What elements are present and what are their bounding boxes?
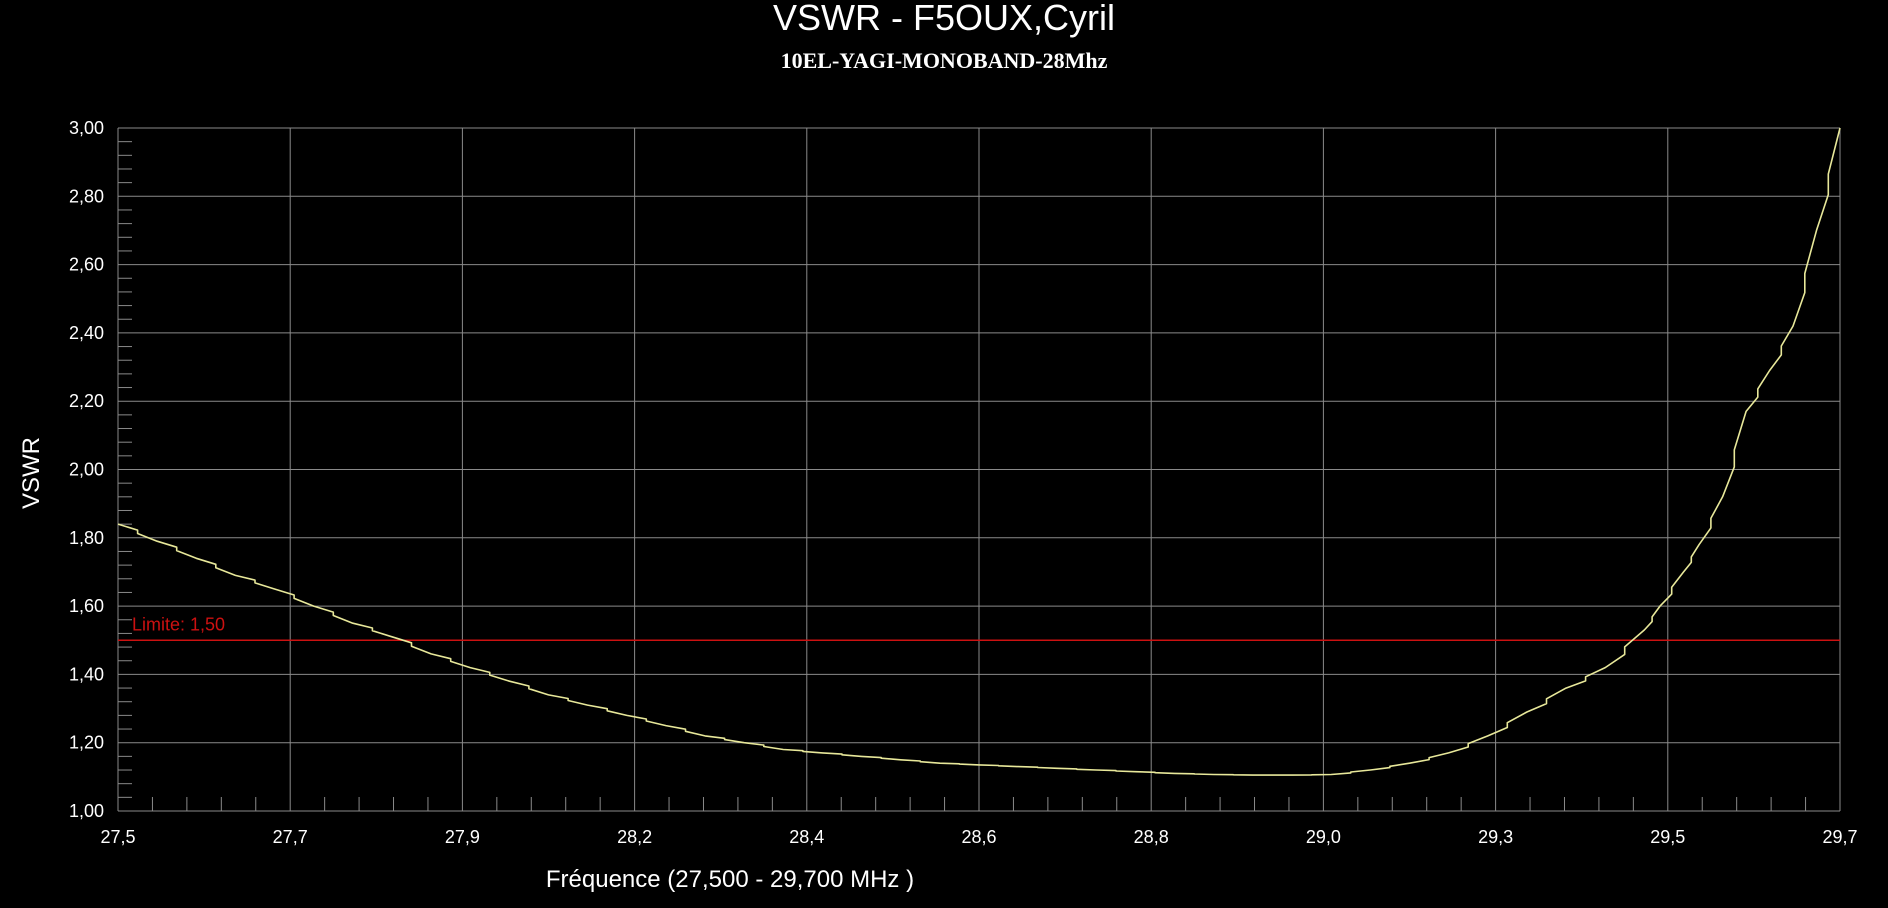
y-tick-label: 1,60 [69,596,104,616]
y-tick-label: 2,00 [69,460,104,480]
y-tick-label: 1,00 [69,801,104,821]
vswr-series-line [117,127,1841,776]
y-tick-label: 2,20 [69,391,104,411]
x-tick-label: 29,5 [1650,827,1685,847]
y-tick-label: 1,80 [69,528,104,548]
x-tick-label: 27,7 [273,827,308,847]
y-tick-label: 1,40 [69,664,104,684]
y-axis-label: VSWR [18,437,45,509]
y-tick-label: 2,80 [69,186,104,206]
x-tick-label: 28,8 [1134,827,1169,847]
x-tick-label: 28,2 [617,827,652,847]
chart-subtitle: 10EL-YAGI-MONOBAND-28Mhz [781,48,1108,73]
y-tick-label: 3,00 [69,118,104,138]
x-axis-label: Fréquence (27,500 - 29,700 MHz ) [546,866,914,893]
x-tick-label: 28,4 [789,827,824,847]
x-tick-label: 27,5 [100,827,135,847]
y-tick-label: 2,40 [69,323,104,343]
x-tick-labels: 27,5 27,7 27,9 28,2 28,4 28,6 28,8 29,0 29,3 29,5… [100,827,1857,847]
x-tick-label: 29,7 [1822,827,1857,847]
y-tick-label: 2,60 [69,255,104,275]
series-group [117,127,1841,776]
x-tick-label: 29,3 [1478,827,1513,847]
chart-title: VSWR - F5OUX,Cyril [773,0,1115,38]
grid [117,127,1841,812]
y-tick-labels: 3,00 2,80 2,60 2,40 2,20 2,00 1,80 1,60 1,40 1,20… [69,118,104,821]
limit-label: Limite: 1,50 [132,614,225,634]
x-tick-label: 28,6 [961,827,996,847]
x-tick-label: 29,0 [1306,827,1341,847]
y-tick-label: 1,20 [69,733,104,753]
minor-ticks [118,141,1807,811]
x-tick-label: 27,9 [445,827,480,847]
